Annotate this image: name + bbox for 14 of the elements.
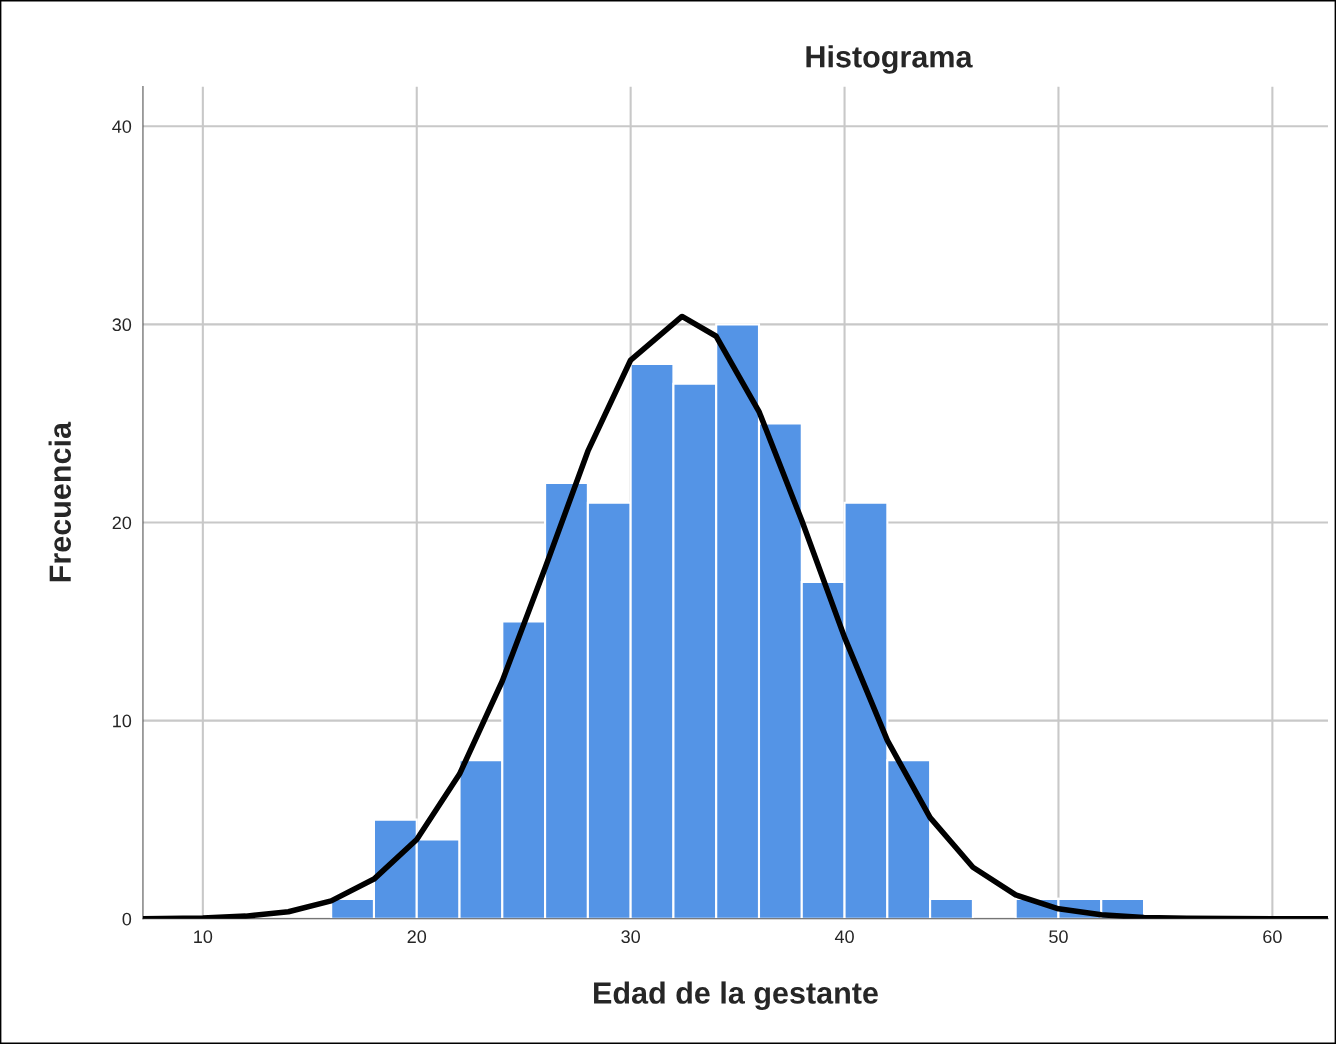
x-axis-title: Edad de la gestante bbox=[594, 981, 878, 1010]
y-tick-label: 20 bbox=[112, 516, 132, 530]
y-tick-label: 10 bbox=[113, 714, 132, 728]
x-tick-label: 40 bbox=[834, 930, 854, 944]
x-tick-label: 30 bbox=[621, 930, 640, 944]
y-tick-label: 0 bbox=[122, 912, 132, 926]
chart-title: Histograma bbox=[806, 45, 973, 74]
x-tick-label: 10 bbox=[194, 930, 213, 944]
x-tick-label: 50 bbox=[1049, 930, 1068, 944]
x-tick-label: 60 bbox=[1263, 930, 1282, 944]
x-tick-label: 20 bbox=[407, 930, 427, 944]
y-tick-label: 30 bbox=[112, 318, 132, 332]
y-axis-title: Frecuencia bbox=[48, 421, 71, 582]
y-tick-label: 40 bbox=[112, 120, 132, 133]
